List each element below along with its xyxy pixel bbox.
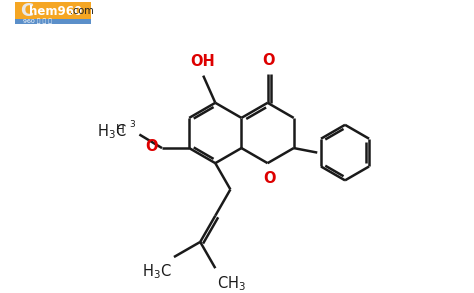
Text: .com: .com <box>70 6 94 16</box>
Text: O: O <box>262 52 275 67</box>
Text: OH: OH <box>190 54 215 69</box>
Text: O: O <box>145 139 157 154</box>
Text: C: C <box>20 2 33 20</box>
FancyBboxPatch shape <box>15 2 91 20</box>
Text: H: H <box>116 123 124 136</box>
Text: hem960: hem960 <box>28 5 82 18</box>
Text: 3: 3 <box>129 120 135 129</box>
Text: $\mathregular{H_3C}$: $\mathregular{H_3C}$ <box>143 263 172 281</box>
Text: $\mathregular{H_3C}$: $\mathregular{H_3C}$ <box>97 122 126 141</box>
Text: $\mathregular{CH_3}$: $\mathregular{CH_3}$ <box>217 274 246 292</box>
Text: 960 化 工 网: 960 化 工 网 <box>23 19 52 25</box>
Text: O: O <box>263 171 276 186</box>
FancyBboxPatch shape <box>15 19 91 23</box>
